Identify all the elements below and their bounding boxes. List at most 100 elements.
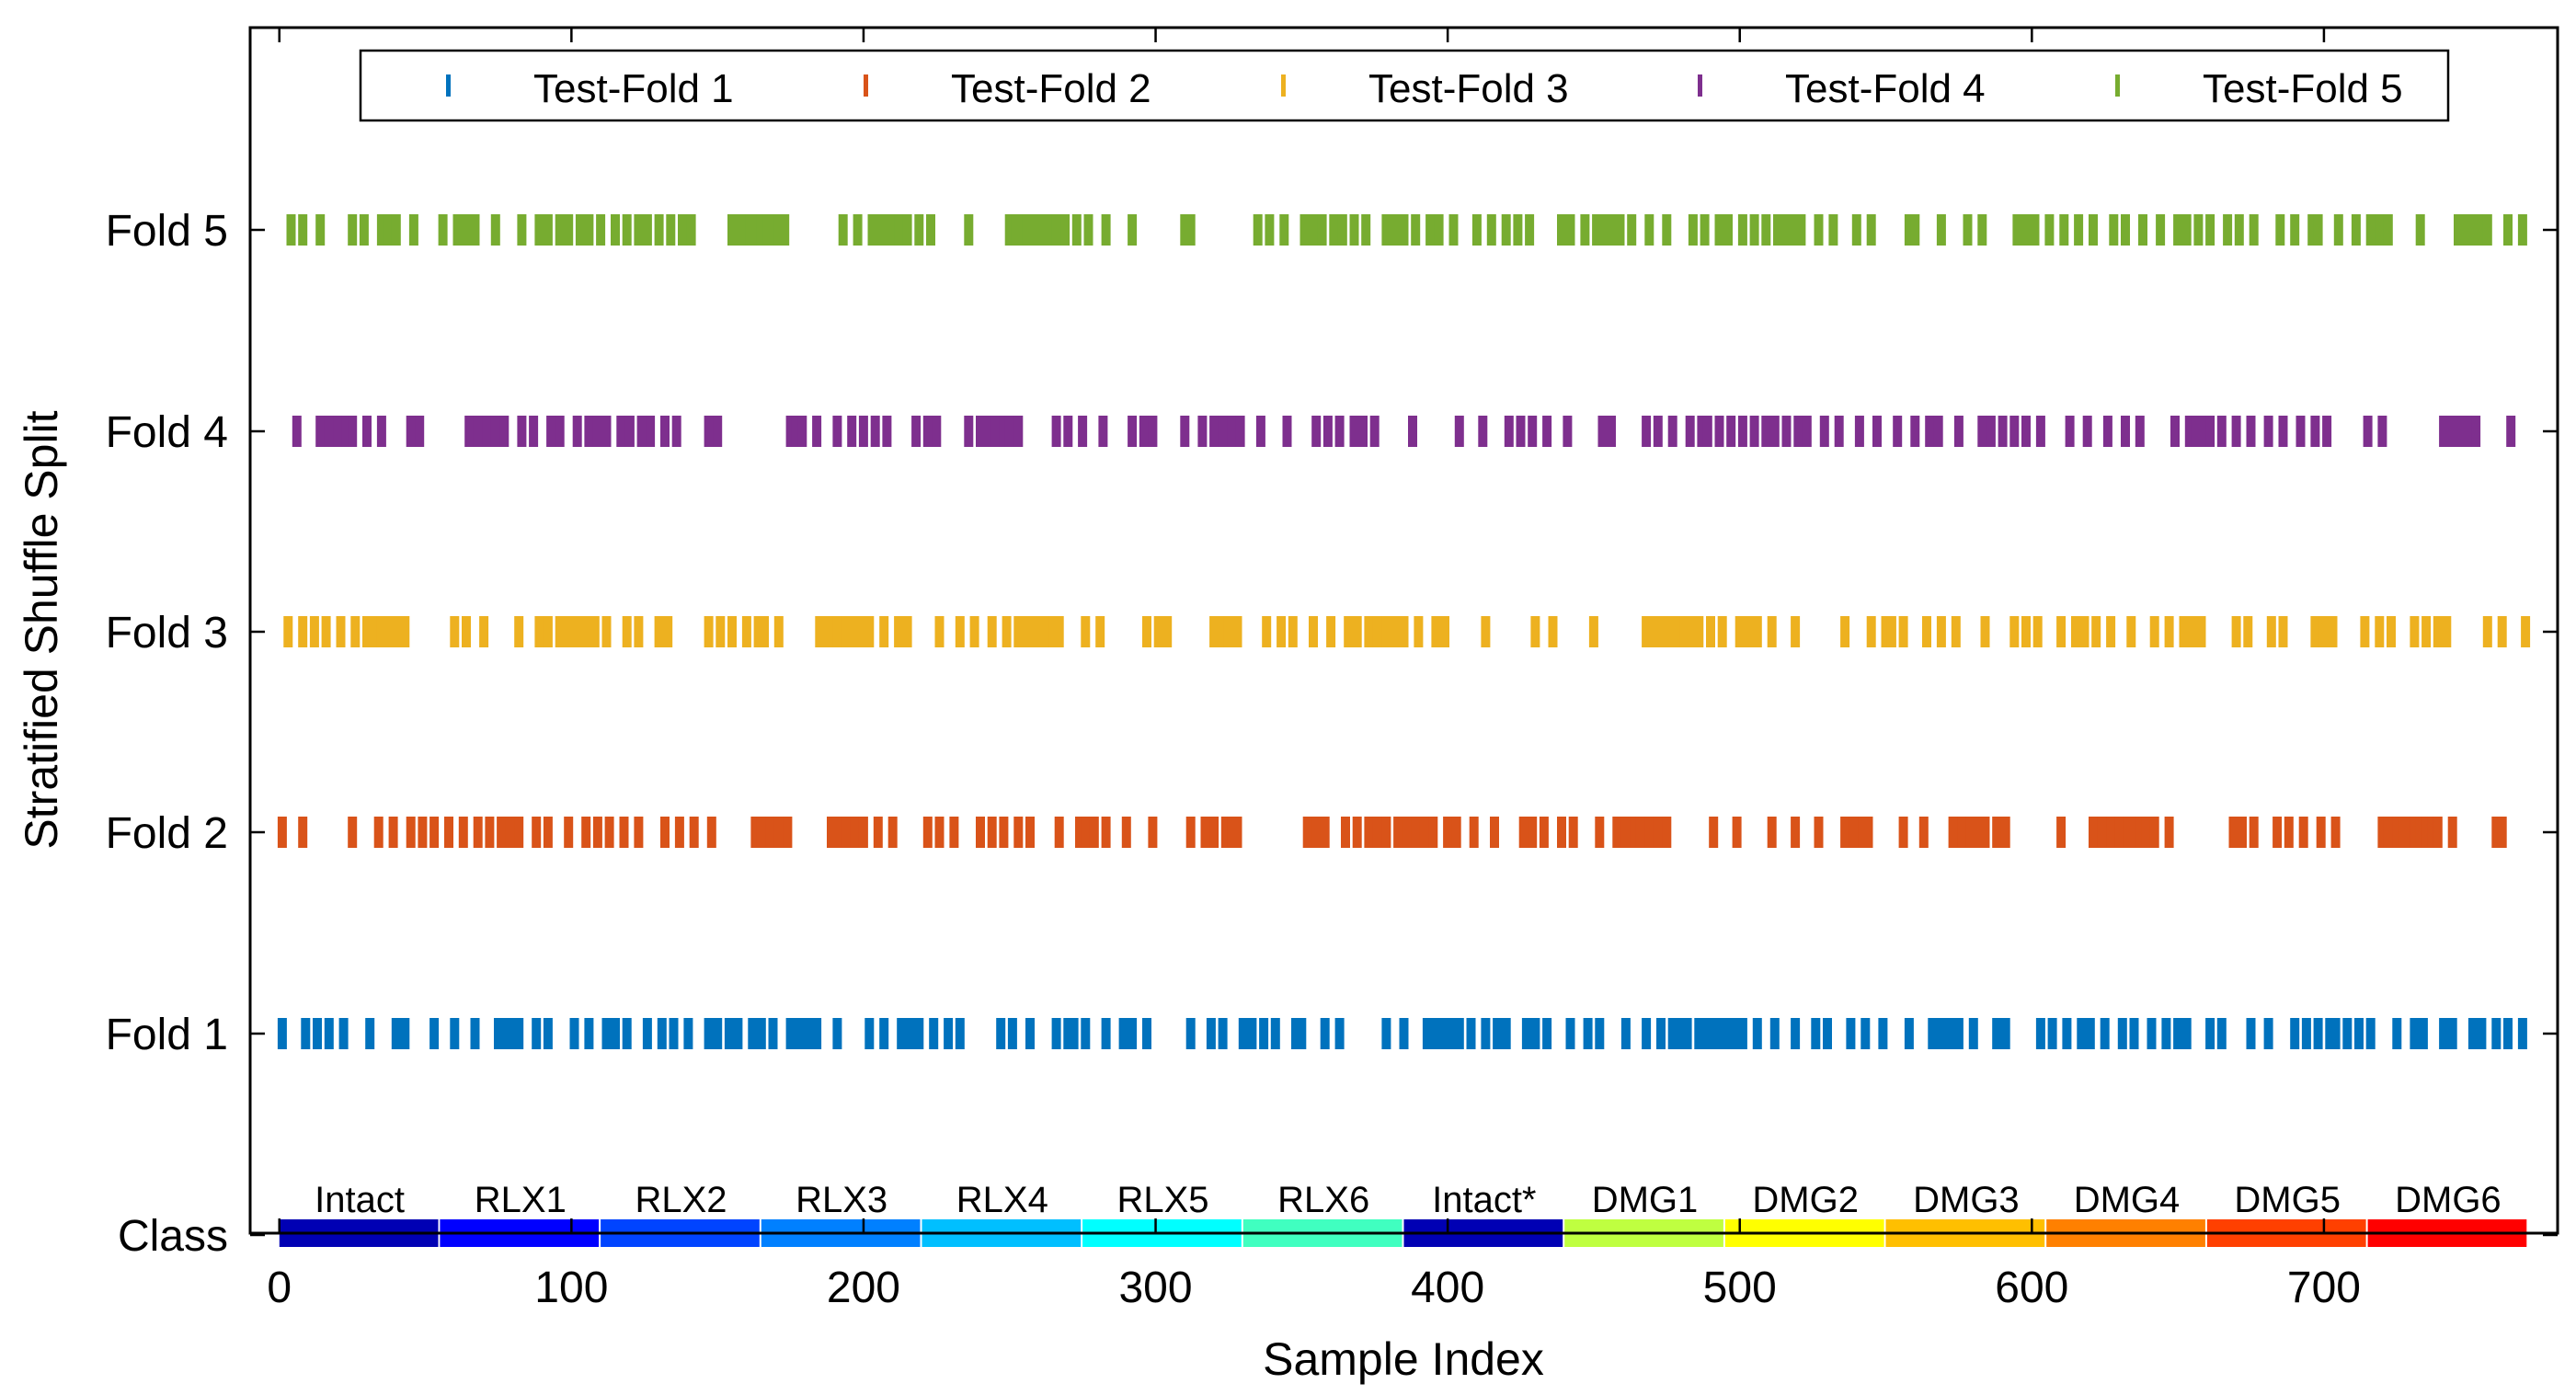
fold4-tick bbox=[2191, 416, 2201, 447]
fold2-tick bbox=[2377, 817, 2387, 848]
fold2-tick bbox=[1612, 817, 1622, 848]
fold2-tick bbox=[429, 817, 440, 848]
fold1-tick bbox=[1542, 1018, 1552, 1049]
fold2-tick bbox=[2433, 817, 2443, 848]
fold5-tick bbox=[750, 214, 761, 246]
fold3-tick bbox=[1548, 616, 1558, 647]
fold4-tick bbox=[2444, 416, 2455, 447]
fold1-tick bbox=[768, 1018, 778, 1049]
fold3-tick bbox=[622, 616, 632, 647]
fold5-tick bbox=[2313, 214, 2323, 246]
fold4-tick bbox=[624, 416, 635, 447]
fold2-tick bbox=[2398, 817, 2408, 848]
fold1-tick bbox=[1128, 1018, 1138, 1049]
fold1-tick bbox=[2325, 1018, 2335, 1049]
fold4-tick bbox=[2170, 416, 2180, 447]
y-tick-label: Fold 1 bbox=[106, 1011, 228, 1059]
fold3-tick bbox=[1223, 616, 1233, 647]
fold4-tick bbox=[362, 416, 372, 447]
fold1-tick bbox=[1185, 1018, 1196, 1049]
fold1-tick bbox=[499, 1018, 509, 1049]
fold4-tick bbox=[2009, 416, 2020, 447]
fold2-tick bbox=[1419, 817, 1429, 848]
fold3-tick bbox=[1043, 616, 1052, 647]
fold4-tick bbox=[473, 416, 483, 447]
fold4-tick bbox=[2296, 416, 2306, 447]
fold5-tick bbox=[773, 214, 784, 246]
fold3-tick bbox=[841, 616, 851, 647]
fold5-tick bbox=[2089, 214, 2098, 246]
fold5-tick bbox=[1615, 214, 1625, 246]
fold1-tick bbox=[2117, 1018, 2127, 1049]
fold1-tick bbox=[2246, 1018, 2256, 1049]
fold1-tick bbox=[1466, 1018, 1476, 1049]
fold5-tick bbox=[1425, 214, 1436, 246]
class-segment-label: RLX6 bbox=[1277, 1180, 1369, 1220]
fold3-tick bbox=[1685, 616, 1695, 647]
fold3-tick bbox=[2079, 616, 2089, 647]
fold3-tick bbox=[1588, 616, 1598, 647]
fold4-tick bbox=[2454, 416, 2463, 447]
fold1-tick bbox=[1431, 1018, 1441, 1049]
fold5-tick bbox=[1910, 214, 1920, 246]
fold2-tick bbox=[2141, 817, 2151, 848]
fold5-tick bbox=[1046, 214, 1056, 246]
fold2-tick bbox=[773, 817, 784, 848]
fold1-tick bbox=[1399, 1018, 1409, 1049]
fold3-tick bbox=[350, 616, 361, 647]
fold2-tick bbox=[2427, 817, 2437, 848]
fold2-tick bbox=[634, 817, 644, 848]
fold4-tick bbox=[2363, 416, 2373, 447]
fold1-tick bbox=[601, 1018, 612, 1049]
fold3-tick bbox=[2071, 616, 2080, 647]
fold1-tick bbox=[1769, 1018, 1780, 1049]
class-segment-label: RLX3 bbox=[796, 1180, 887, 1220]
fold4-tick bbox=[1977, 416, 1987, 447]
fold2-tick bbox=[1595, 817, 1605, 848]
fold5-tick bbox=[1513, 214, 1523, 246]
fold4-tick bbox=[2065, 416, 2075, 447]
fold5-tick bbox=[926, 214, 935, 246]
fold3-tick bbox=[1431, 616, 1441, 647]
class-segment-label: DMG6 bbox=[2395, 1180, 2502, 1220]
fold2-tick bbox=[2383, 817, 2393, 848]
fold4-tick bbox=[1334, 416, 1345, 447]
fold1-tick bbox=[897, 1018, 907, 1049]
fold1-tick bbox=[1320, 1018, 1330, 1049]
fold1-tick bbox=[704, 1018, 714, 1049]
fold4-tick bbox=[1893, 416, 1903, 447]
y-axis-label: Stratified Shuffle Split bbox=[16, 410, 67, 849]
fold1-tick bbox=[713, 1018, 723, 1049]
fold1-tick bbox=[724, 1018, 734, 1049]
fold5-tick bbox=[1434, 214, 1444, 246]
fold2-tick bbox=[298, 817, 308, 848]
fold2-tick bbox=[750, 817, 761, 848]
fold3-tick bbox=[2360, 616, 2370, 647]
fold5-tick bbox=[1060, 214, 1070, 246]
y-tick-label: Fold 4 bbox=[106, 408, 228, 457]
fold2-tick bbox=[485, 817, 495, 848]
fold5-tick bbox=[2415, 214, 2425, 246]
fold1-tick bbox=[1933, 1018, 1943, 1049]
fold4-tick bbox=[999, 416, 1009, 447]
fold3-tick bbox=[321, 616, 331, 647]
fold3-tick bbox=[2266, 616, 2276, 647]
fold4-tick bbox=[1793, 416, 1803, 447]
fold4-tick bbox=[1004, 416, 1014, 447]
fold3-tick bbox=[2091, 616, 2101, 647]
fold1-tick bbox=[2342, 1018, 2353, 1049]
fold5-tick bbox=[1011, 214, 1021, 246]
fold3-tick bbox=[1036, 616, 1047, 647]
fold5-tick bbox=[1071, 214, 1082, 246]
fold3-tick bbox=[2442, 616, 2452, 647]
fold3-tick bbox=[741, 616, 751, 647]
fold4-tick bbox=[348, 416, 358, 447]
fold1-tick bbox=[584, 1018, 594, 1049]
fold4-tick bbox=[785, 416, 796, 447]
fold1-tick bbox=[1334, 1018, 1345, 1049]
fold3-tick bbox=[2278, 616, 2288, 647]
fold5-tick bbox=[654, 214, 664, 246]
fold5-tick bbox=[490, 214, 500, 246]
fold5-tick bbox=[1185, 214, 1196, 246]
fold3-tick bbox=[1095, 616, 1105, 647]
